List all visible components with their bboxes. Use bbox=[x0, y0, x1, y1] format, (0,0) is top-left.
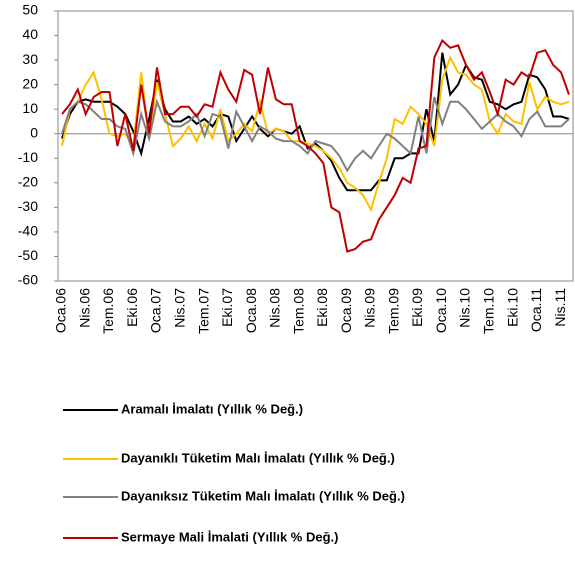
x-tick-label: Nis.09 bbox=[362, 288, 378, 328]
legend-label: Dayanıklı Tüketim Malı İmalatı (Yıllık %… bbox=[121, 450, 395, 465]
y-tick-label: 50 bbox=[22, 2, 38, 18]
x-tick-label: Tem.08 bbox=[290, 288, 306, 334]
y-tick-label: -30 bbox=[18, 198, 38, 214]
y-tick-label: -20 bbox=[18, 174, 38, 190]
series-line bbox=[61, 52, 570, 192]
x-tick-label: Eki.08 bbox=[314, 288, 330, 327]
y-tick-label: -60 bbox=[18, 272, 38, 288]
x-tick-label: Nis.08 bbox=[267, 288, 283, 328]
x-tick-label: Eki.09 bbox=[409, 288, 425, 327]
x-tick-label: Tem.06 bbox=[100, 288, 116, 334]
x-tick-label: Eki.07 bbox=[219, 288, 235, 327]
x-tick-label: Oca.09 bbox=[338, 288, 354, 333]
plot-frame bbox=[57, 10, 574, 282]
y-tick-label: 10 bbox=[22, 100, 38, 116]
y-tick-label: 30 bbox=[22, 51, 38, 67]
legend-label: Dayanıksız Tüketim Malı İmalatı (Yıllık … bbox=[121, 488, 405, 503]
x-tick-label: Eki.10 bbox=[504, 288, 520, 327]
x-tick-label: Tem.07 bbox=[195, 288, 211, 334]
x-tick-label: Oca.11 bbox=[528, 288, 544, 332]
x-tick-label: Eki.06 bbox=[124, 288, 140, 327]
x-tick-label: Oca.07 bbox=[148, 288, 164, 333]
x-tick-label: Oca.06 bbox=[53, 288, 69, 333]
legend-label: Sermaye Mali İmalati (Yıllık % Değ.) bbox=[121, 529, 338, 544]
y-tick-label: 20 bbox=[22, 75, 38, 91]
x-tick-label: Nis.06 bbox=[76, 288, 92, 328]
x-tick-label: Tem.10 bbox=[481, 288, 497, 334]
series-line bbox=[61, 96, 570, 173]
series-line bbox=[61, 38, 570, 253]
y-tick-label: -50 bbox=[18, 247, 38, 263]
legend-label: Aramalı İmalatı (Yıllık % Değ.) bbox=[121, 401, 303, 416]
x-tick-label: Oca.10 bbox=[433, 288, 449, 333]
y-tick-label: 0 bbox=[30, 124, 38, 140]
x-tick-label: Nis.11 bbox=[552, 288, 568, 327]
x-tick-label: Nis.07 bbox=[172, 288, 188, 328]
y-tick-label: -40 bbox=[18, 223, 38, 239]
x-tick-label: Tem.09 bbox=[385, 288, 401, 334]
x-tick-label: Nis.10 bbox=[457, 288, 473, 328]
y-tick-label: -10 bbox=[18, 149, 38, 165]
y-tick-label: 40 bbox=[22, 26, 38, 42]
x-tick-label: Oca.08 bbox=[243, 288, 259, 333]
